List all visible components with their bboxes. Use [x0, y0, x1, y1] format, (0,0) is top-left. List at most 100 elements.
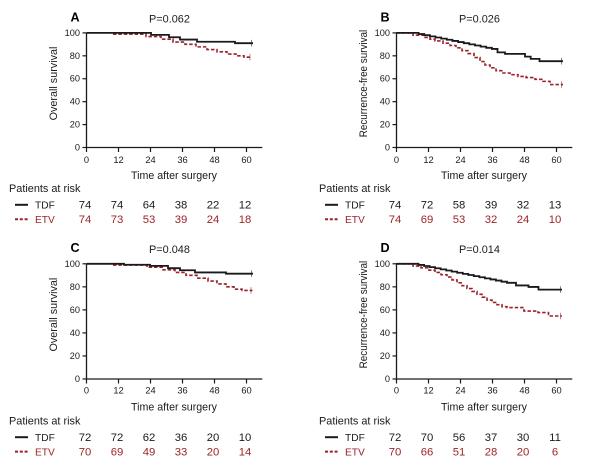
- svg-text:11: 11: [549, 432, 561, 444]
- svg-text:53: 53: [453, 214, 466, 226]
- svg-text:P=0.014: P=0.014: [459, 244, 500, 256]
- svg-text:36: 36: [487, 385, 497, 395]
- svg-text:24: 24: [455, 385, 465, 395]
- svg-text:64: 64: [143, 200, 156, 212]
- svg-text:12: 12: [423, 385, 433, 395]
- svg-text:74: 74: [389, 200, 402, 212]
- svg-text:Overall survival: Overall survival: [48, 278, 60, 352]
- svg-text:P=0.026: P=0.026: [459, 14, 500, 26]
- svg-text:10: 10: [239, 432, 252, 444]
- svg-text:74: 74: [111, 200, 124, 212]
- svg-text:60: 60: [380, 305, 390, 315]
- svg-text:20: 20: [207, 446, 220, 458]
- svg-text:74: 74: [79, 200, 92, 212]
- svg-text:40: 40: [70, 97, 80, 107]
- svg-text:P=0.062: P=0.062: [149, 14, 190, 26]
- svg-text:66: 66: [421, 446, 434, 458]
- svg-text:80: 80: [380, 51, 390, 61]
- svg-text:24: 24: [145, 385, 155, 395]
- svg-text:53: 53: [143, 214, 156, 226]
- svg-text:36: 36: [487, 155, 497, 165]
- svg-text:Patients at risk: Patients at risk: [319, 415, 391, 427]
- svg-text:0: 0: [84, 155, 89, 165]
- svg-text:Time after surgery: Time after surgery: [131, 170, 218, 182]
- svg-text:0: 0: [385, 143, 390, 153]
- svg-text:ETV: ETV: [345, 215, 365, 226]
- svg-text:14: 14: [239, 446, 252, 458]
- svg-text:24: 24: [207, 214, 220, 226]
- svg-text:TDF: TDF: [35, 433, 55, 444]
- svg-text:56: 56: [453, 432, 466, 444]
- svg-text:24: 24: [145, 155, 155, 165]
- svg-text:69: 69: [421, 214, 434, 226]
- svg-text:69: 69: [111, 446, 124, 458]
- svg-text:72: 72: [111, 432, 124, 444]
- svg-text:0: 0: [394, 155, 399, 165]
- svg-text:72: 72: [79, 432, 92, 444]
- svg-text:Patients at risk: Patients at risk: [319, 183, 391, 195]
- svg-text:40: 40: [380, 97, 390, 107]
- svg-text:24: 24: [517, 214, 530, 226]
- svg-text:60: 60: [241, 155, 251, 165]
- svg-text:36: 36: [177, 155, 187, 165]
- svg-text:100: 100: [65, 28, 80, 38]
- svg-text:73: 73: [111, 214, 124, 226]
- svg-text:100: 100: [375, 259, 390, 269]
- svg-text:ETV: ETV: [35, 447, 55, 458]
- svg-text:C: C: [71, 241, 80, 255]
- svg-text:24: 24: [455, 155, 465, 165]
- svg-text:74: 74: [389, 214, 402, 226]
- svg-text:0: 0: [75, 143, 80, 153]
- svg-text:70: 70: [421, 432, 434, 444]
- svg-text:18: 18: [239, 214, 252, 226]
- svg-text:60: 60: [70, 305, 80, 315]
- svg-text:6: 6: [552, 446, 558, 458]
- svg-text:32: 32: [485, 214, 498, 226]
- svg-text:36: 36: [177, 385, 187, 395]
- svg-text:20: 20: [70, 351, 80, 361]
- svg-text:Recurrence-free survival: Recurrence-free survival: [358, 261, 370, 369]
- svg-text:48: 48: [519, 385, 529, 395]
- svg-text:70: 70: [389, 446, 402, 458]
- svg-text:74: 74: [79, 214, 92, 226]
- svg-text:D: D: [381, 241, 390, 255]
- svg-text:60: 60: [551, 155, 561, 165]
- svg-text:Recurrence-free survival: Recurrence-free survival: [358, 30, 370, 138]
- svg-text:Time after surgery: Time after surgery: [131, 401, 218, 413]
- svg-text:Overall survival: Overall survival: [48, 47, 60, 121]
- svg-text:Patients at risk: Patients at risk: [9, 183, 81, 195]
- svg-text:28: 28: [485, 446, 498, 458]
- svg-text:62: 62: [143, 432, 156, 444]
- svg-text:0: 0: [84, 385, 89, 395]
- svg-text:58: 58: [453, 200, 466, 212]
- svg-text:39: 39: [485, 200, 498, 212]
- svg-text:0: 0: [75, 374, 80, 384]
- svg-text:37: 37: [485, 432, 498, 444]
- svg-text:Time after surgery: Time after surgery: [441, 401, 528, 413]
- svg-text:20: 20: [207, 432, 220, 444]
- svg-text:20: 20: [380, 120, 390, 130]
- svg-text:48: 48: [519, 155, 529, 165]
- svg-text:0: 0: [394, 385, 399, 395]
- svg-text:0: 0: [385, 374, 390, 384]
- svg-text:48: 48: [209, 385, 219, 395]
- svg-text:12: 12: [113, 385, 123, 395]
- svg-text:40: 40: [70, 328, 80, 338]
- svg-text:B: B: [381, 11, 390, 25]
- svg-text:38: 38: [175, 200, 188, 212]
- svg-text:TDF: TDF: [345, 433, 365, 444]
- svg-text:20: 20: [380, 351, 390, 361]
- svg-text:A: A: [71, 11, 80, 25]
- svg-text:60: 60: [241, 385, 251, 395]
- svg-text:48: 48: [209, 155, 219, 165]
- svg-text:P=0.048: P=0.048: [149, 244, 190, 256]
- svg-text:60: 60: [551, 385, 561, 395]
- svg-text:33: 33: [175, 446, 188, 458]
- svg-text:51: 51: [453, 446, 466, 458]
- svg-text:TDF: TDF: [345, 201, 365, 212]
- svg-text:12: 12: [239, 200, 252, 212]
- svg-text:10: 10: [549, 214, 562, 226]
- svg-text:13: 13: [549, 200, 562, 212]
- svg-text:100: 100: [375, 28, 390, 38]
- svg-text:72: 72: [389, 432, 402, 444]
